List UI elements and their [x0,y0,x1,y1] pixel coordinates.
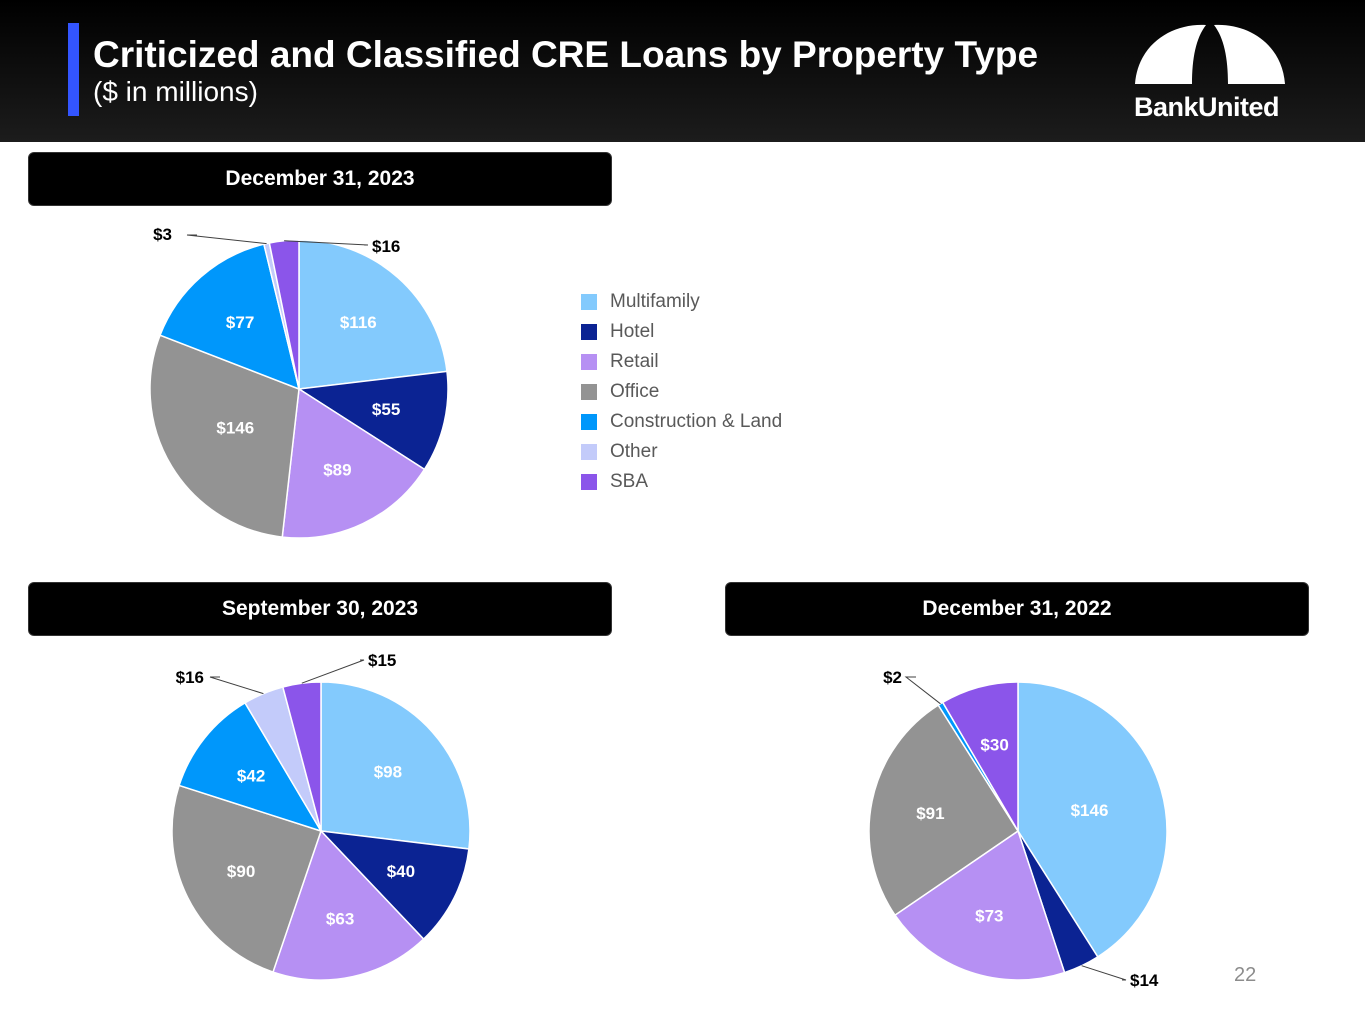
bankunited-logo-icon [1135,24,1285,84]
pie-slice-office [149,334,300,538]
callout-leader-line [284,240,369,246]
callout-leader-line [209,676,264,695]
legend-item-hotel: Hotel [581,317,782,347]
legend-item-sba: SBA [581,467,782,497]
legend-item-multifamily: Multifamily [581,287,782,317]
pie-slice-hotel [296,370,449,471]
title-accent-bar [68,23,79,116]
pie-slice-retail [893,829,1066,981]
legend-swatch [581,384,597,400]
slice-label-construction-land: $42 [237,766,265,785]
pie-slice-retail [281,387,426,539]
legend-item-office: Office [581,377,782,407]
pie-slice-hotel [319,830,470,941]
callout-leader-line [186,234,267,245]
slice-label-multifamily: $98 [374,763,402,782]
legend-item-retail: Retail [581,347,782,377]
pie-slice-multifamily [320,681,471,850]
pie-slice-retail [272,829,425,981]
legend-item-construction-land: Construction & Land [581,407,782,437]
slice-label-sba: $30 [980,736,1008,755]
callout-label-sba: $16 [372,237,400,256]
legend-label: Other [610,441,658,462]
legend-swatch [581,474,597,490]
callout-leader-line [904,676,941,705]
pie-slice-office [868,704,1020,917]
pie-slice-multifamily [1017,681,1168,958]
pie-slice-office [171,784,322,974]
slice-label-office: $90 [227,862,255,881]
legend-label: Multifamily [610,291,700,312]
callout-label-sba: $15 [368,651,396,670]
legend-label: Retail [610,351,659,372]
callout-leader-line [301,659,365,684]
slice-label-multifamily: $116 [340,313,377,332]
legend-label: Office [610,381,660,402]
section-header-dec-2023: December 31, 2023 [28,152,612,206]
callout-label-other: $3 [153,225,172,244]
pie-slice-sba [281,681,322,832]
legend-swatch [581,354,597,370]
page-title: Criticized and Classified CRE Loans by P… [93,34,1039,75]
slice-label-retail: $73 [975,907,1003,926]
chart-legend: Multifamily Hotel Retail Office Construc… [581,287,782,497]
legend-label: SBA [610,471,649,492]
callout-leader-line [1081,965,1127,981]
slice-label-hotel: $55 [372,400,400,419]
pie-slice-construction-land [178,701,323,833]
legend-swatch [581,294,597,310]
section-header-dec-2022: December 31, 2022 [725,582,1309,636]
slide-header: Criticized and Classified CRE Loans by P… [0,0,1365,142]
legend-label: Construction & Land [610,411,783,432]
pie-slice-construction-land [159,243,301,391]
legend-item-other: Other [581,437,782,467]
slice-label-office: $91 [916,804,944,823]
legend-label: Hotel [610,321,655,342]
slice-label-retail: $89 [323,461,351,480]
pie-chart-dec-2023: $116 $55 $89 $146 $77 $3 $16 [149,225,449,539]
slice-label-office: $146 [216,419,254,438]
slice-label-multifamily: $146 [1071,801,1109,820]
legend-swatch [581,414,597,430]
slice-label-hotel: $40 [387,862,415,881]
slice-label-construction-land: $77 [226,313,254,332]
page-subtitle: ($ in millions) [93,76,258,107]
pie-slice-multifamily [298,239,448,390]
pie-slice-sba [941,681,1019,834]
legend-swatch [581,324,597,340]
page-number: 22 [1234,964,1257,986]
callout-label-other: $16 [176,668,204,687]
slice-label-retail: $63 [326,909,354,928]
section-header-sep-2023: September 30, 2023 [28,582,612,636]
callout-label-construction-land: $2 [883,668,902,687]
logo-text: BankUnited [1134,92,1280,122]
pie-chart-sep-2023: $98 $40 $63 $90 $42 $16 $15 [171,651,471,981]
legend-swatch [581,444,597,460]
callout-label-hotel: $14 [1130,971,1159,990]
